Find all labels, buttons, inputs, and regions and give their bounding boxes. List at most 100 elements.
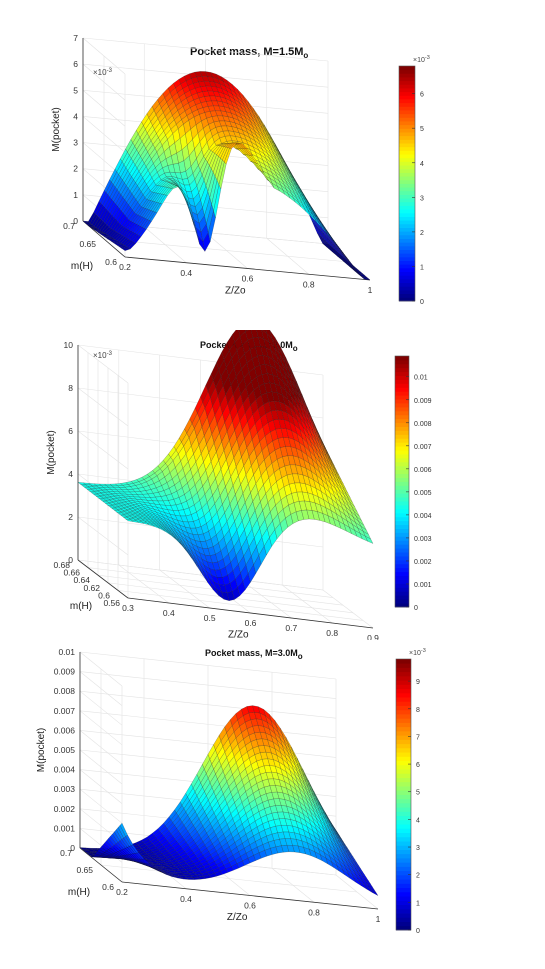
- colorbar-segment: [399, 194, 415, 199]
- colorbar-segment: [399, 190, 415, 195]
- colorbar-exponent-label: ×10-3: [413, 55, 430, 64]
- colorbar-segment: [399, 161, 415, 166]
- z-exponent-power: -3: [107, 68, 113, 74]
- z-tick-label: 3: [73, 138, 78, 148]
- colorbar-segment: [396, 667, 411, 673]
- colorbar-segment: [395, 493, 409, 498]
- colorbar-segment: [396, 841, 411, 846]
- colorbar-segment: [395, 469, 409, 475]
- colorbar-segment: [395, 465, 409, 471]
- colorbar-segment: [396, 925, 411, 931]
- colorbar-tick-label: 0: [416, 928, 420, 935]
- colorbar-segment: [396, 781, 411, 787]
- colorbar-tick-label: 0.002: [414, 559, 432, 566]
- colorbar-frame: [398, 65, 416, 302]
- colorbar-segment: [395, 536, 409, 541]
- x-tick-label: 0.2: [119, 262, 131, 272]
- colorbar-segment: [396, 752, 411, 757]
- colorbar-segment: [396, 908, 411, 914]
- grid-line: [281, 584, 333, 624]
- colorbar-segment: [396, 756, 411, 762]
- x-tick-label: 0.5: [204, 613, 216, 623]
- colorbar-segment: [395, 356, 409, 361]
- x-tick-label: 1: [376, 914, 381, 924]
- colorbar-segment: [395, 587, 409, 592]
- colorbar-segment: [396, 671, 411, 677]
- colorbar-segment: [399, 231, 415, 236]
- colorbar-tick-label: 0.008: [414, 421, 432, 428]
- colorbar-segment: [399, 220, 415, 225]
- colorbar-segment: [395, 391, 409, 396]
- colorbar-segment: [399, 165, 415, 170]
- colorbar-segment: [396, 798, 411, 804]
- y-axis-label: m(H): [71, 261, 93, 272]
- colorbar-segment: [399, 198, 415, 203]
- colorbar-segment: [395, 399, 409, 404]
- colorbar-segment: [396, 824, 411, 829]
- colorbar-segment: [399, 223, 415, 228]
- colorbar-segment: [396, 802, 411, 808]
- surface-patch: [362, 277, 371, 281]
- colorbar-segment: [395, 367, 409, 373]
- surface-patch: [370, 888, 379, 897]
- colorbar-segment: [395, 563, 409, 569]
- colorbar-segment: [396, 862, 411, 867]
- z-tick-label: 2: [68, 512, 73, 522]
- z-tick-label: 0: [68, 555, 73, 565]
- colorbar: 0 1 2 3 4 5 6 7 8 9 ×10-3: [395, 648, 426, 935]
- colorbar-segment: [395, 485, 409, 490]
- colorbar-exponent-power: -3: [421, 648, 426, 654]
- colorbar-segment: [396, 896, 411, 901]
- colorbar-segment: [396, 680, 411, 685]
- z-tick-label: 0.002: [54, 804, 76, 814]
- x-tick-label: 1: [368, 285, 373, 295]
- z-tick-label: 0.008: [54, 686, 76, 696]
- colorbar-segment: [396, 879, 411, 884]
- colorbar-segment: [399, 256, 415, 262]
- colorbar-segment: [396, 836, 411, 842]
- z-tick-label: 0.01: [58, 647, 75, 657]
- colorbar-tick-label: 0.001: [414, 582, 432, 589]
- colorbar-tick-label: 0.01: [414, 375, 428, 382]
- colorbar-segment: [396, 858, 411, 863]
- colorbar-segment: [399, 146, 415, 151]
- y-axis-line: [79, 847, 123, 883]
- colorbar-segment: [395, 426, 409, 431]
- colorbar-segment: [399, 95, 415, 100]
- colorbar-segment: [399, 245, 415, 250]
- colorbar-segment: [399, 84, 415, 89]
- colorbar-segment: [395, 603, 409, 608]
- colorbar-segment: [399, 271, 415, 276]
- x-tick-label: 0.6: [244, 901, 256, 911]
- y-tick-label: 0.62: [83, 583, 100, 593]
- z-tick-label: 10: [64, 340, 74, 350]
- colorbar-segment: [395, 532, 409, 537]
- colorbar-segment: [399, 69, 415, 74]
- colorbar-segment: [395, 457, 409, 463]
- colorbar-tick-label: 0.006: [414, 467, 432, 474]
- z-tick-label: 0: [73, 216, 78, 226]
- colorbar-segment: [395, 395, 409, 400]
- grid-line: [77, 559, 324, 591]
- colorbar-segment: [396, 773, 411, 778]
- colorbar-segment: [399, 113, 415, 118]
- colorbar-segment: [396, 807, 411, 812]
- z-tick-label: 0.006: [54, 725, 76, 735]
- colorbar-segment: [395, 524, 409, 529]
- colorbar-tick-label: 6: [420, 92, 424, 99]
- z-exponent-label: ×10-3: [93, 351, 113, 360]
- colorbar-segment: [396, 790, 411, 795]
- colorbar-tick-label: 5: [420, 126, 424, 133]
- colorbar-segment: [399, 99, 415, 104]
- grid-line: [100, 864, 358, 893]
- colorbar-tick-label: 5: [416, 790, 420, 797]
- z-axis-label: M(pocket): [46, 430, 57, 474]
- colorbar-tick-label: 0.003: [414, 536, 432, 543]
- colorbar-segment: [395, 505, 409, 510]
- colorbar-segment: [395, 599, 409, 604]
- colorbar-tick-label: 1: [416, 900, 420, 907]
- colorbar-segment: [399, 128, 415, 133]
- z-tick-label: 6: [68, 426, 73, 436]
- colorbar-segment: [395, 579, 409, 584]
- colorbar-segment: [399, 201, 415, 206]
